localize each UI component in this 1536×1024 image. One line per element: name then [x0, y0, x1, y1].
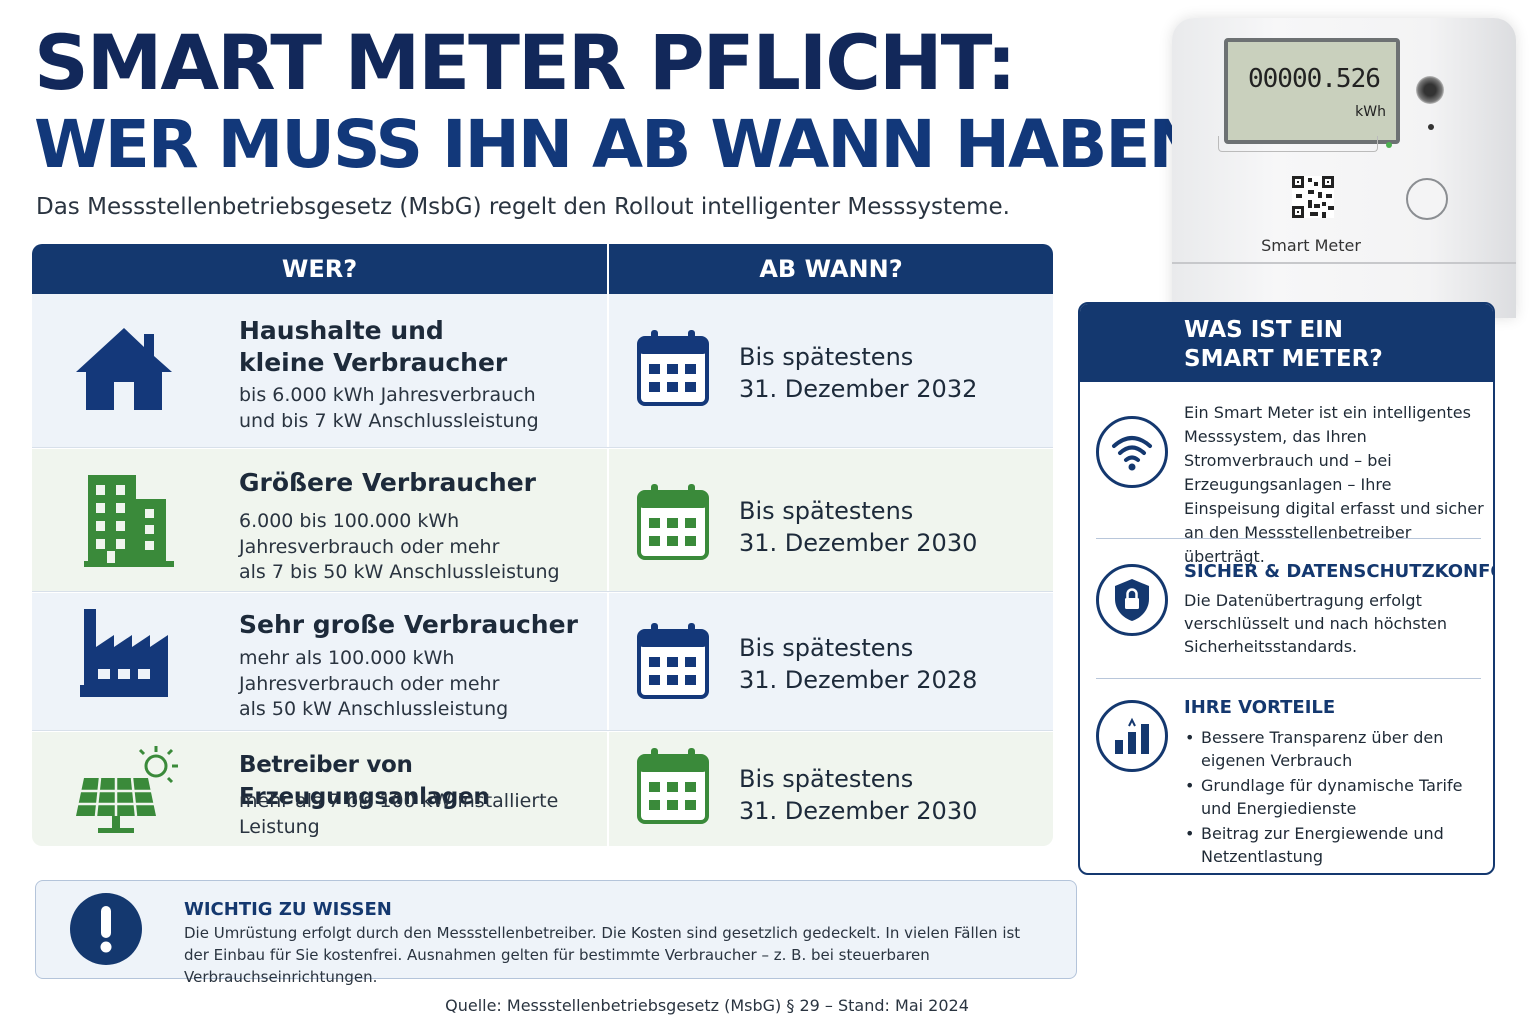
calendar-icon: [637, 330, 709, 406]
meter-reading: 00000.526: [1248, 64, 1381, 94]
optical-sensor-icon: [1416, 76, 1444, 104]
page-title-line1: SMART METER PFLICHT:: [34, 18, 1017, 107]
row-title: Haushalte und kleine Verbraucher: [239, 316, 508, 377]
row-title: Sehr große Verbraucher: [239, 610, 578, 639]
qr-code-icon: [1292, 176, 1334, 218]
wifi-icon: [1096, 416, 1168, 488]
led-icon: [1428, 124, 1434, 130]
list-item: Bessere Transparenz über den eigenen Ver…: [1184, 726, 1474, 772]
row-description: mehr als 7 bis 100 kW installierte Leist…: [239, 790, 559, 838]
table-header: WER? AB WANN?: [32, 244, 1053, 294]
row-title: Betreiber von Erzeugungsanlagen: [239, 752, 490, 810]
buildings-icon: [84, 475, 174, 567]
deadline-date: 31. Dezember 2032: [739, 375, 978, 403]
meter-unit: kWh: [1355, 104, 1386, 120]
table-row-erzeugungsanlagen: Betreiber von Erzeugungsanlagen mehr als…: [32, 732, 1053, 846]
benefits-heading: IHRE VORTEILE: [1184, 697, 1336, 718]
meter-label: Smart Meter: [1261, 236, 1361, 255]
meter-display: 00000.526 kWh: [1224, 38, 1400, 144]
bar-chart-icon: [1096, 700, 1168, 772]
source-footnote: Quelle: Messstellenbetriebsgesetz (MsbG)…: [445, 996, 969, 1015]
house-icon: [76, 328, 172, 410]
shield-lock-icon: [1096, 564, 1168, 636]
note-text: Die Umrüstung erfolgt durch den Messstel…: [184, 924, 1021, 986]
table-row-haushalte: Haushalte und kleine Verbraucher bis 6.0…: [32, 294, 1053, 448]
list-item: Beitrag zur Energiewende und Netzentlast…: [1184, 822, 1474, 868]
exclamation-icon: [70, 893, 142, 965]
meter-button: [1406, 178, 1448, 220]
deadline-prefix: Bis spätestens: [739, 765, 914, 793]
deadline-date: 31. Dezember 2028: [739, 666, 978, 694]
calendar-icon: [637, 623, 709, 699]
led-icon: [1386, 142, 1392, 148]
note-heading: WICHTIG ZU WISSEN: [184, 899, 392, 920]
list-item: Grundlage für dynamische Tarife und Ener…: [1184, 774, 1474, 820]
deadline-date: 31. Dezember 2030: [739, 529, 978, 557]
row-title: Größere Verbraucher: [239, 468, 537, 497]
smart-meter-illustration: 00000.526 kWh Smart Meter: [1172, 18, 1516, 318]
info-intro-text: Ein Smart Meter ist ein intelligentes Me…: [1184, 403, 1484, 566]
calendar-icon: [637, 748, 709, 824]
obligation-table: WER? AB WANN? Haushalte und kleine Verbr…: [32, 244, 1053, 846]
factory-icon: [80, 609, 168, 697]
info-panel: WAS IST EIN SMART METER? Ein Smart Meter…: [1078, 302, 1495, 875]
page-title-line2: WER MUSS IHN AB WANN HABEN?: [34, 106, 1240, 183]
security-heading: SICHER & DATENSCHUTZKONFORM: [1184, 561, 1493, 582]
deadline-prefix: Bis spätestens: [739, 343, 914, 371]
table-row-sehr-grosse: Sehr große Verbraucher mehr als 100.000 …: [32, 593, 1053, 731]
column-header-ab-wann: AB WANN?: [759, 255, 903, 283]
row-description: bis 6.000 kWh Jahresverbrauch und bis 7 …: [239, 384, 539, 432]
deadline-prefix: Bis spätestens: [739, 634, 914, 662]
info-panel-title: WAS IST EIN SMART METER?: [1080, 304, 1493, 382]
deadline-prefix: Bis spätestens: [739, 497, 914, 525]
page-subtitle: Das Messstellenbetriebsgesetz (MsbG) reg…: [36, 194, 1010, 220]
table-row-groessere: Größere Verbraucher 6.000 bis 100.000 kW…: [32, 449, 1053, 592]
security-text: Die Datenübertragung erfolgt verschlüsse…: [1184, 591, 1448, 656]
column-header-wer: WER?: [32, 244, 609, 294]
row-description: mehr als 100.000 kWh Jahresverbrauch ode…: [239, 647, 509, 720]
row-description: 6.000 bis 100.000 kWh Jahresverbrauch od…: [239, 510, 560, 583]
important-note: WICHTIG ZU WISSEN Die Umrüstung erfolgt …: [35, 880, 1077, 986]
benefits-list: Bessere Transparenz über den eigenen Ver…: [1184, 726, 1474, 870]
solar-panel-icon: [76, 746, 178, 833]
deadline-date: 31. Dezember 2030: [739, 797, 978, 825]
calendar-icon: [637, 484, 709, 560]
